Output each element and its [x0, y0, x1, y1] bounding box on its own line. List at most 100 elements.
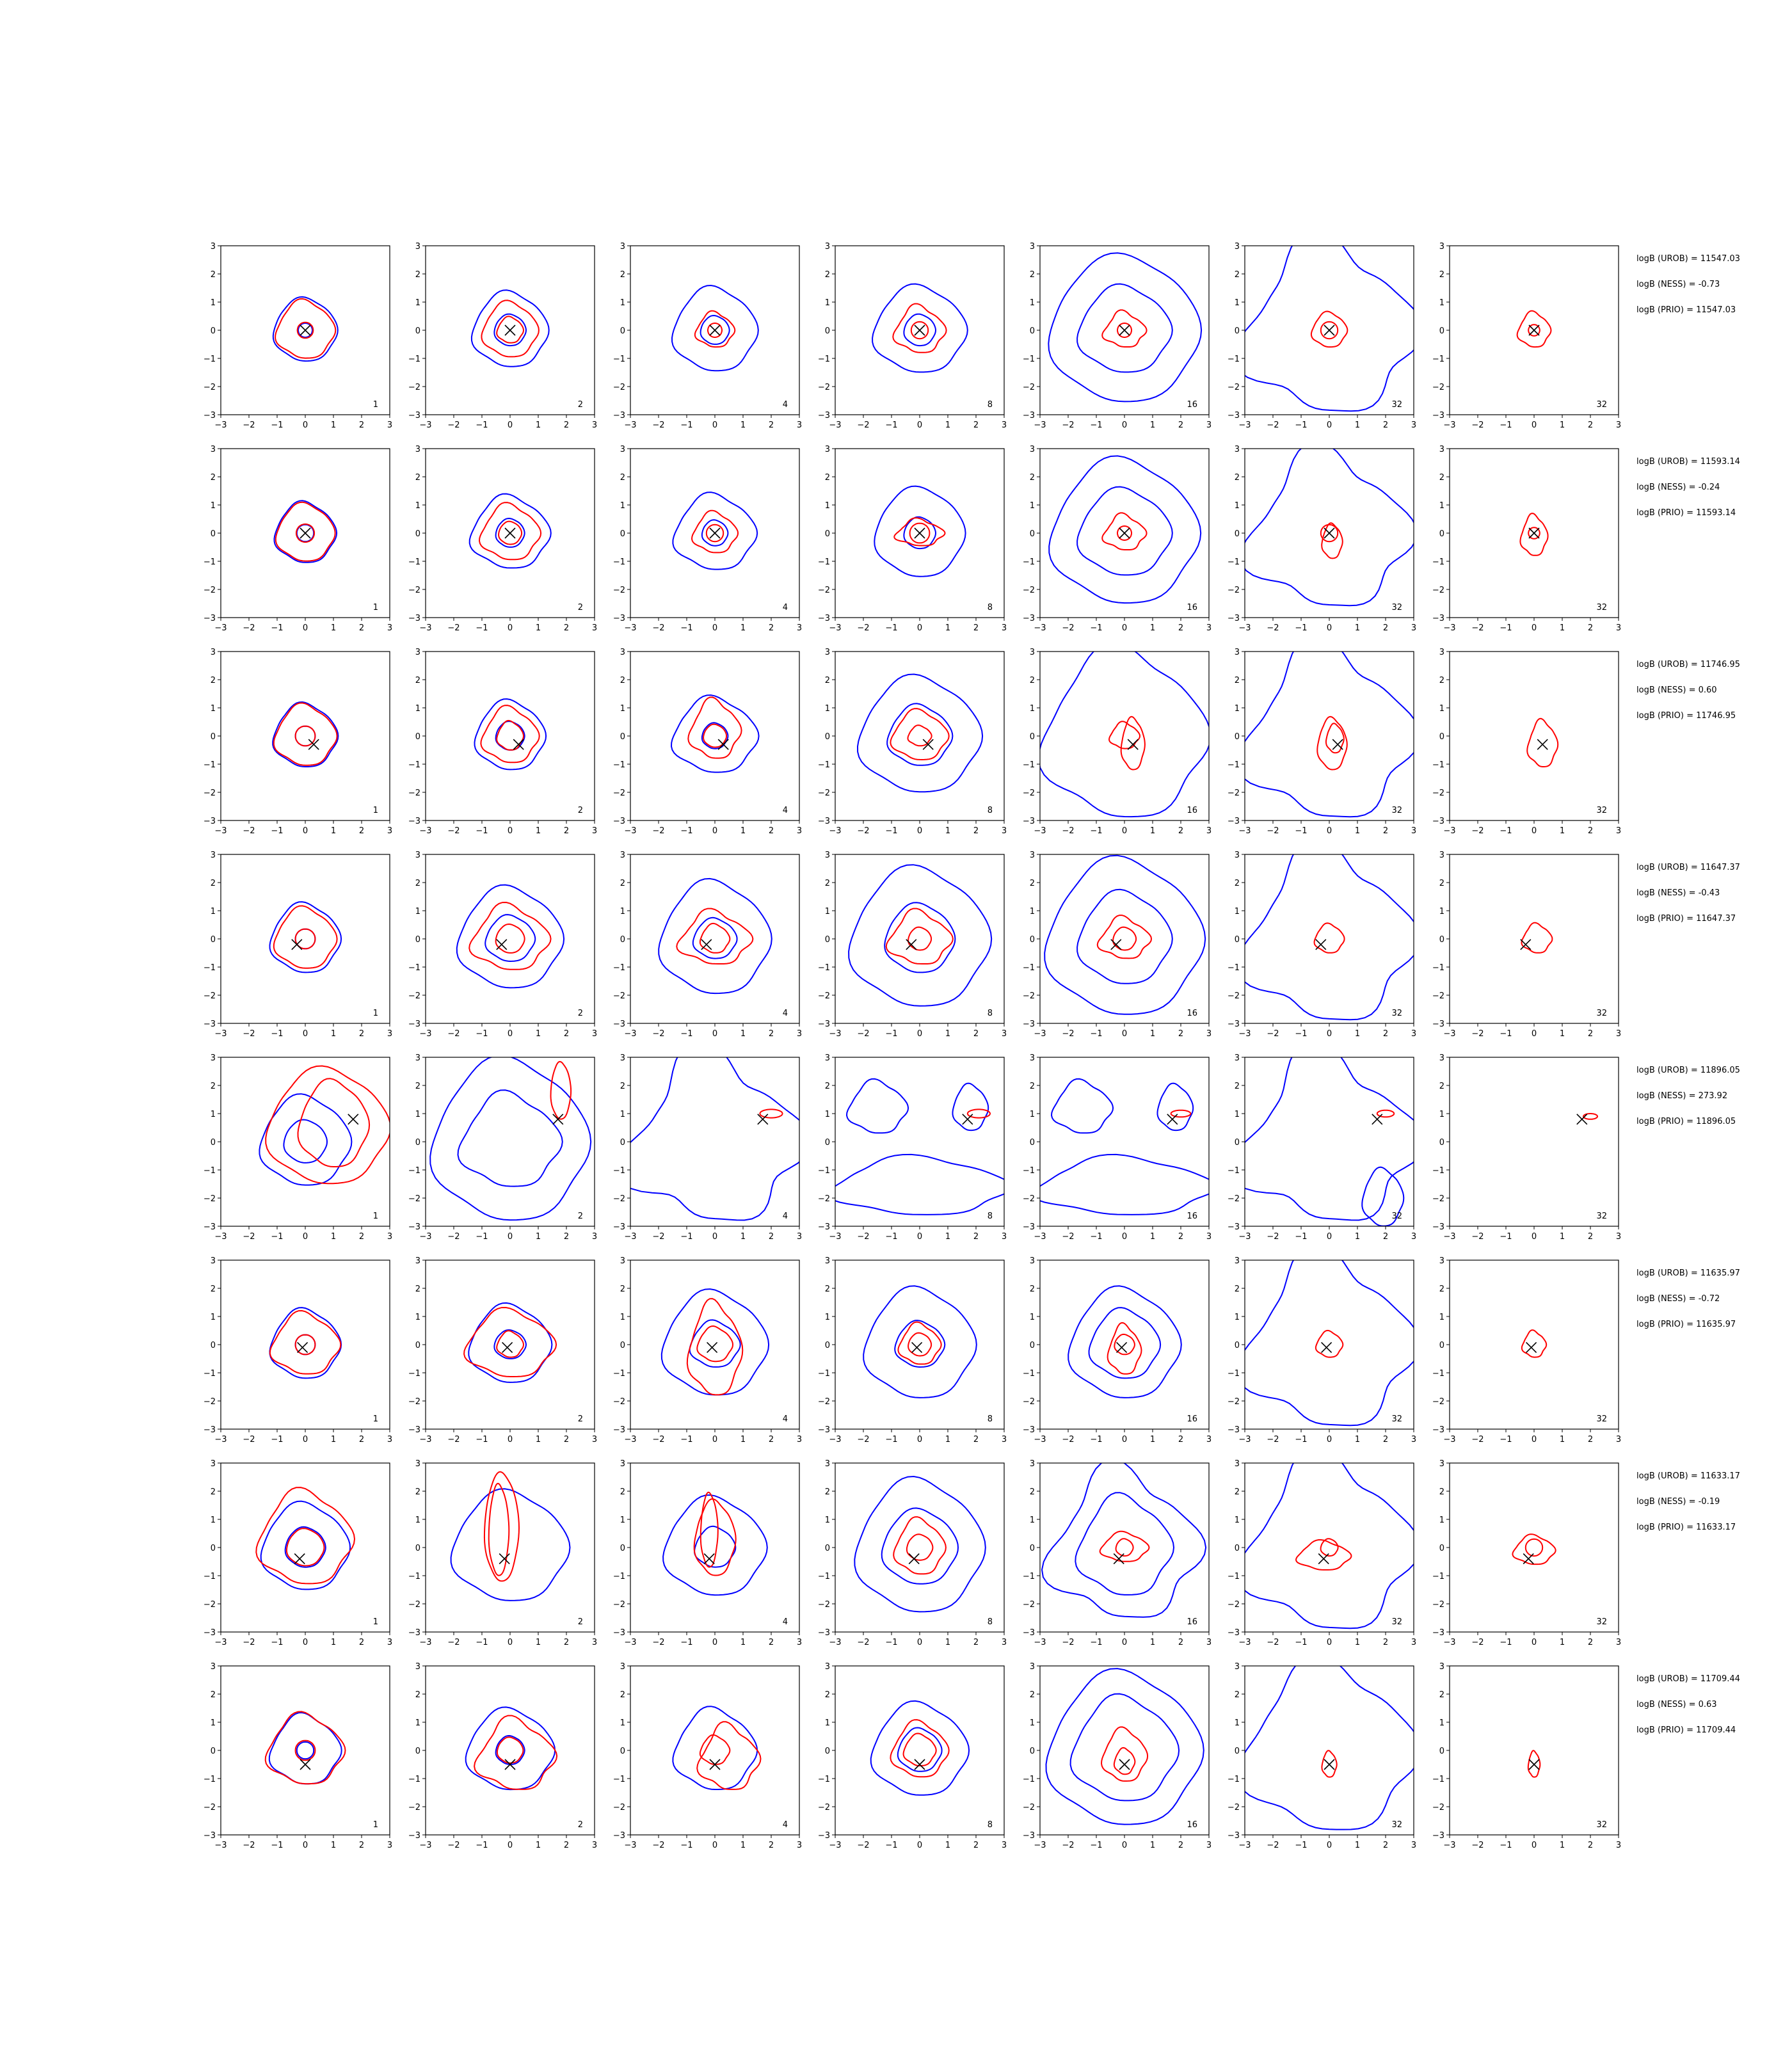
y-tick-label: 2 [1030, 270, 1035, 280]
red-contour-2 [693, 1498, 737, 1576]
panel-annotation: 32 [1391, 806, 1402, 815]
y-tick-label: 2 [211, 270, 216, 280]
y-tick-label: 3 [1439, 242, 1444, 252]
x-tick-label: 1 [1355, 1232, 1360, 1242]
red-contour-2 [1295, 1539, 1352, 1571]
y-tick-label: 1 [415, 907, 420, 916]
red-contour-2 [892, 303, 947, 353]
red-contour-1 [910, 321, 929, 340]
true-value-marker [709, 1759, 721, 1770]
true-value-marker [914, 1759, 925, 1770]
row-7-stat-1: logB (UROB) = 11633.17 [1636, 1471, 1740, 1481]
y-tick-label: −2 [408, 1194, 420, 1204]
x-tick-label: 0 [917, 623, 922, 633]
x-tick-label: 1 [1150, 1638, 1155, 1647]
y-tick-label: −2 [408, 788, 420, 798]
y-tick-label: 2 [211, 879, 216, 888]
y-tick-label: −2 [204, 991, 216, 1001]
y-tick-label: 1 [415, 1516, 420, 1525]
x-tick-label: 3 [797, 826, 802, 836]
x-tick-label: −1 [476, 1232, 488, 1242]
x-tick-label: 3 [1206, 1232, 1212, 1242]
x-tick-label: 3 [592, 1029, 597, 1039]
x-tick-label: 1 [945, 1638, 950, 1647]
x-tick-label: −2 [857, 1841, 869, 1850]
panel-annotation: 16 [1187, 1212, 1197, 1221]
x-tick-label: −3 [829, 1841, 841, 1850]
red-contour-1 [1320, 1538, 1339, 1557]
contour-lines [1048, 252, 1203, 403]
true-value-marker [499, 1553, 510, 1565]
y-tick-label: 0 [415, 529, 420, 539]
y-tick-label: −2 [1023, 1600, 1035, 1610]
y-tick-label: −1 [818, 1369, 830, 1379]
blue-contour-1 [450, 1488, 571, 1601]
x-tick-label: −1 [1090, 826, 1102, 836]
red-contour-2 [1321, 522, 1343, 559]
blue-contour-1 [1076, 486, 1173, 576]
y-tick-label: 1 [1439, 501, 1444, 511]
y-tick-label: 0 [1030, 935, 1035, 945]
x-tick-label: −2 [447, 420, 460, 430]
x-tick-label: −1 [1500, 420, 1512, 430]
x-tick-label: −2 [1471, 420, 1484, 430]
red-contour-1 [705, 524, 724, 543]
x-tick-label: 3 [387, 1435, 392, 1444]
x-tick-label: −3 [214, 1232, 227, 1242]
contour-lines [1245, 1057, 1414, 1226]
y-tick-label: 1 [620, 1718, 625, 1728]
x-tick-label: −3 [214, 420, 227, 430]
y-tick-label: −1 [613, 355, 625, 364]
y-tick-label: 0 [620, 1747, 625, 1756]
x-tick-label: 0 [303, 1841, 308, 1850]
x-tick-label: 3 [797, 1029, 802, 1039]
y-tick-label: 2 [1439, 879, 1444, 888]
true-value-marker [348, 1114, 359, 1125]
x-tick-label: 1 [1355, 1435, 1360, 1444]
y-tick-label: −3 [818, 411, 830, 420]
y-tick-label: 3 [211, 1662, 216, 1672]
true-value-marker [294, 1553, 305, 1565]
contour-lines [630, 1057, 799, 1221]
panel-annotation: 32 [1596, 1212, 1607, 1221]
contour-lines [255, 1487, 356, 1590]
red-contour-2 [890, 1719, 950, 1778]
contour-lines [672, 1706, 762, 1790]
blue-contour-2 [874, 485, 966, 577]
x-tick-label: 0 [917, 1841, 922, 1850]
x-tick-label: −2 [1062, 420, 1074, 430]
y-tick-label: 0 [1235, 1544, 1240, 1553]
x-tick-label: 2 [973, 1029, 979, 1039]
x-tick-label: −3 [1443, 1435, 1455, 1444]
x-tick-label: 2 [1383, 1841, 1388, 1850]
red-contour-1 [1114, 1333, 1135, 1356]
true-value-marker [709, 527, 721, 539]
blue-contour-1 [884, 902, 956, 973]
x-tick-label: 3 [1411, 1841, 1416, 1850]
red-contour-2 [1101, 309, 1148, 348]
contour-lines [429, 1057, 592, 1221]
blue-contour-1 [1245, 1463, 1414, 1629]
true-value-marker [717, 739, 729, 750]
x-tick-label: 0 [712, 1029, 717, 1039]
panel-r3-c4: −3−3 −2 −2 −1 −1 0 0 1 1 2 2 3 3 8 [818, 648, 1007, 836]
y-tick-label: 2 [1030, 1082, 1035, 1091]
x-tick-label: −2 [857, 1232, 869, 1242]
x-tick-label: −3 [624, 623, 636, 633]
x-tick-label: 0 [1122, 1638, 1127, 1647]
blue-contour-1 [630, 1057, 799, 1221]
panel-r5-c5: −3−3 −2 −2 −1 −1 0 0 1 1 2 2 3 3 16 [1023, 1053, 1212, 1242]
y-tick-label: −1 [1023, 557, 1035, 567]
true-value-marker [1520, 939, 1532, 950]
true-value-marker [513, 739, 524, 750]
y-tick-label: 2 [211, 473, 216, 483]
x-tick-label: −2 [1471, 1841, 1484, 1850]
blue-contour-2 [470, 289, 550, 367]
blue-contour-1 [1041, 1463, 1207, 1618]
x-tick-label: −1 [885, 1435, 897, 1444]
blue-contour-1 [1245, 1260, 1414, 1427]
x-tick-label: 1 [945, 420, 950, 430]
contour-lines [670, 694, 760, 773]
red-contour-1 [1526, 717, 1559, 767]
